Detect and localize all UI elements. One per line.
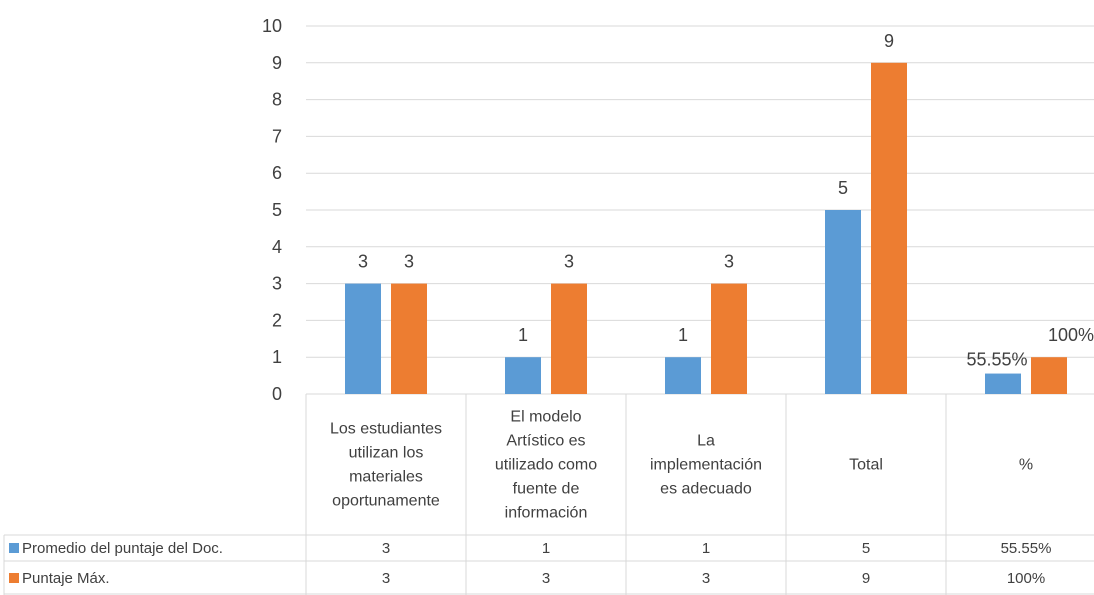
legend-label: Promedio del puntaje del Doc.	[22, 540, 223, 557]
bar	[711, 283, 747, 394]
y-tick-label: 2	[272, 310, 282, 330]
y-tick-label: 1	[272, 347, 282, 367]
data-label: 3	[564, 252, 574, 272]
y-tick-label: 9	[272, 53, 282, 73]
table-cell: 100%	[1007, 570, 1045, 587]
table-cell: 3	[382, 540, 390, 557]
category-label: implementación	[650, 457, 762, 474]
category-label: Artístico es	[506, 433, 585, 450]
y-tick-label: 6	[272, 163, 282, 183]
table-cell: 5	[862, 540, 870, 557]
data-label: 1	[518, 325, 528, 345]
data-label: 3	[724, 252, 734, 272]
category-label: fuente de	[513, 481, 580, 498]
bar	[391, 283, 427, 394]
table-cell: 3	[542, 570, 550, 587]
category-label: es adecuado	[660, 481, 752, 498]
bar	[825, 210, 861, 394]
table-cell: 3	[382, 570, 390, 587]
data-labels: 3 1 1 5 55.55% 3 3 3 9 100%	[358, 31, 1094, 370]
data-label: 5	[838, 178, 848, 198]
bars	[345, 62, 1067, 395]
table-cell: 1	[542, 540, 550, 557]
bar	[665, 357, 701, 394]
table-cell: 1	[702, 540, 710, 557]
y-tick-label: 3	[272, 274, 282, 294]
table-cell: 9	[862, 570, 870, 587]
y-tick-label: 10	[262, 16, 282, 36]
data-table: Los estudiantes utilizan los materiales opo…	[3, 394, 1094, 595]
bar	[871, 62, 907, 395]
category-label: materiales	[349, 469, 423, 486]
bar	[345, 283, 381, 394]
legend-key	[9, 543, 19, 553]
data-label: 3	[358, 252, 368, 272]
category-label: información	[505, 505, 588, 522]
legend-label: Puntaje Máx.	[22, 570, 110, 587]
table-cell: 55.55%	[1001, 540, 1052, 557]
category-label: utilizado como	[495, 457, 597, 474]
y-axis: 0 1 2 3 4 5 6 7 8 9 10	[262, 16, 282, 404]
y-tick-label: 8	[272, 90, 282, 110]
category-label: utilizan los	[349, 445, 424, 462]
data-label: 9	[884, 31, 894, 51]
y-tick-label: 7	[272, 126, 282, 146]
category-label: Total	[849, 457, 883, 474]
y-tick-label: 5	[272, 200, 282, 220]
data-label: 1	[678, 325, 688, 345]
legend-key	[9, 573, 19, 583]
category-label: %	[1019, 457, 1033, 474]
bar	[551, 283, 587, 394]
bar	[985, 373, 1021, 394]
data-label: 100%	[1048, 325, 1094, 345]
y-tick-label: 4	[272, 237, 282, 257]
gridlines	[306, 25, 1094, 395]
category-label: La	[697, 433, 715, 450]
category-label: El modelo	[510, 409, 581, 426]
data-label: 3	[404, 252, 414, 272]
table-cell: 3	[702, 570, 710, 587]
category-label: Los estudiantes	[330, 421, 442, 438]
bar	[1031, 357, 1067, 394]
data-label: 55.55%	[966, 350, 1027, 370]
category-label: oportunamente	[332, 493, 440, 510]
bar	[505, 357, 541, 394]
y-tick-label: 0	[272, 384, 282, 404]
